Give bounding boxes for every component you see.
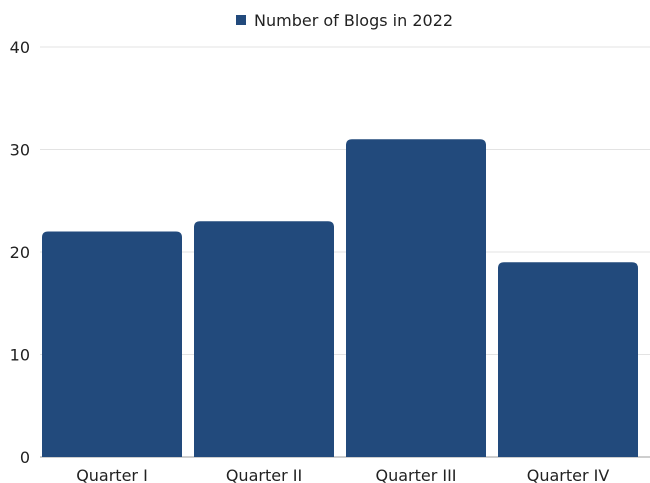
x-tick-label: Quarter I: [76, 466, 148, 483]
y-tick-label: 0: [20, 448, 30, 467]
y-tick-label: 20: [10, 243, 30, 262]
bar-quarter-iv: [498, 262, 638, 457]
y-tick-label: 40: [10, 38, 30, 57]
bars: [42, 139, 638, 457]
axes: 0 10 20 30 40 Quarter I Quarter II Quarter III Q…: [10, 38, 610, 483]
y-tick-label: 30: [10, 141, 30, 160]
legend-label: Number of Blogs in 2022: [254, 11, 453, 30]
bar-quarter-i: [42, 231, 182, 457]
x-tick-label: Quarter II: [226, 466, 302, 483]
legend-swatch: [236, 15, 246, 25]
bar-quarter-ii: [194, 221, 334, 457]
y-tick-label: 10: [10, 346, 30, 365]
x-tick-label: Quarter IV: [527, 466, 610, 483]
x-tick-label: Quarter III: [375, 466, 456, 483]
legend: Number of Blogs in 2022: [236, 11, 453, 30]
bar-quarter-iii: [346, 139, 486, 457]
